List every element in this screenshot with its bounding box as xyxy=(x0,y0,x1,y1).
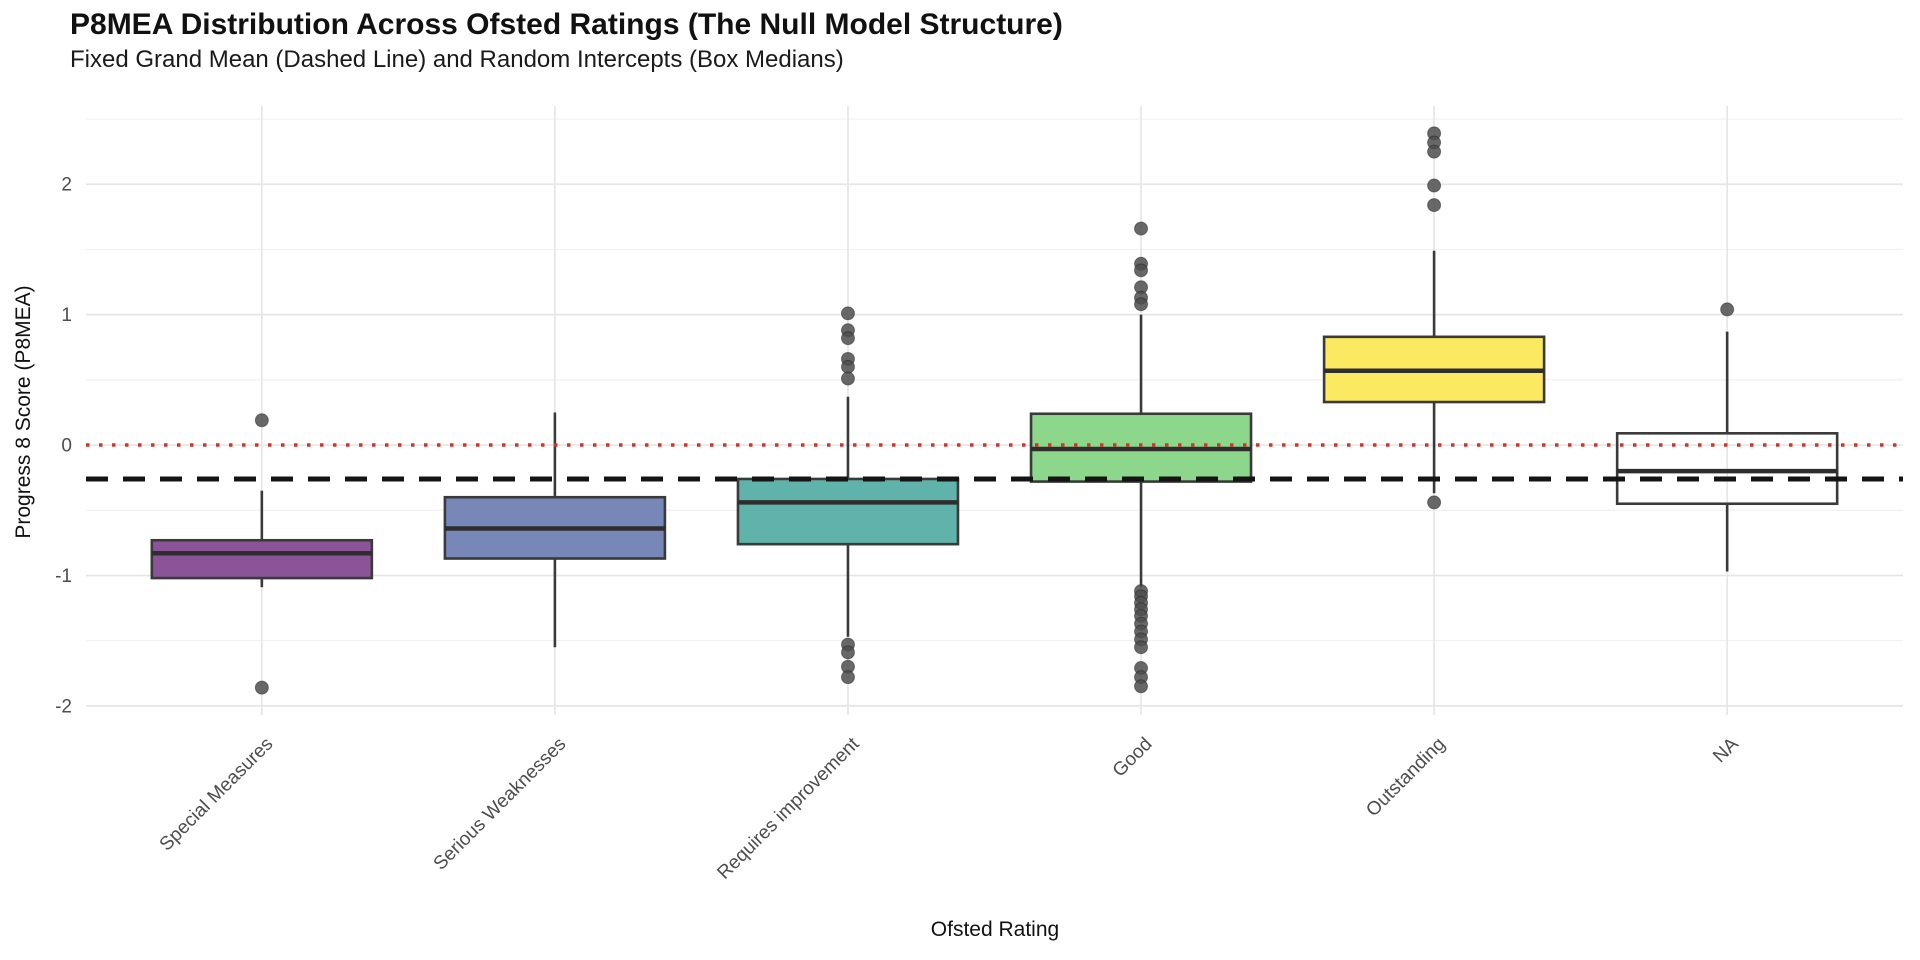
x-tick-label-requires-improvement: Requires improvement xyxy=(713,733,864,884)
x-tick-label-serious-weaknesses: Serious Weaknesses xyxy=(430,734,571,875)
outlier-point-requires-improvement xyxy=(840,359,855,374)
outlier-point-outstanding xyxy=(1427,198,1442,213)
x-tick-label-special-measures: Special Measures xyxy=(156,734,278,856)
outlier-point-requires-improvement xyxy=(840,331,855,346)
outlier-point-requires-improvement xyxy=(840,371,855,386)
outlier-point-outstanding xyxy=(1427,495,1442,510)
y-tick-label: -2 xyxy=(55,696,72,717)
outlier-point-special-measures xyxy=(254,680,269,695)
x-tick-label-good: Good xyxy=(1109,734,1157,782)
box-na xyxy=(1615,432,1839,506)
outlier-point-special-measures xyxy=(254,413,269,428)
outlier-point-good xyxy=(1134,221,1149,236)
x-tick-label-outstanding: Outstanding xyxy=(1362,734,1449,821)
chart-title: P8MEA Distribution Across Ofsted Ratings… xyxy=(70,8,1063,41)
outlier-point-good xyxy=(1134,679,1149,694)
outlier-point-requires-improvement xyxy=(840,306,855,321)
outlier-point-good xyxy=(1134,263,1149,278)
outlier-point-good xyxy=(1134,297,1149,312)
y-tick-label: 0 xyxy=(61,436,72,457)
x-axis-title: Ofsted Rating xyxy=(930,918,1060,941)
chart-subtitle: Fixed Grand Mean (Dashed Line) and Rando… xyxy=(70,46,844,73)
box-requires-improvement xyxy=(736,477,960,546)
y-tick-label: 1 xyxy=(61,305,72,326)
y-tick-label: 2 xyxy=(61,175,72,196)
y-tick-label: -1 xyxy=(55,566,72,587)
outlier-point-requires-improvement xyxy=(840,645,855,660)
outlier-point-good xyxy=(1134,640,1149,655)
outlier-point-outstanding xyxy=(1427,178,1442,193)
box-special-measures xyxy=(150,538,374,580)
outlier-point-requires-improvement xyxy=(840,670,855,685)
outlier-point-outstanding xyxy=(1427,144,1442,159)
x-tick-label-na: NA xyxy=(1709,733,1743,767)
outlier-point-na xyxy=(1720,302,1735,317)
